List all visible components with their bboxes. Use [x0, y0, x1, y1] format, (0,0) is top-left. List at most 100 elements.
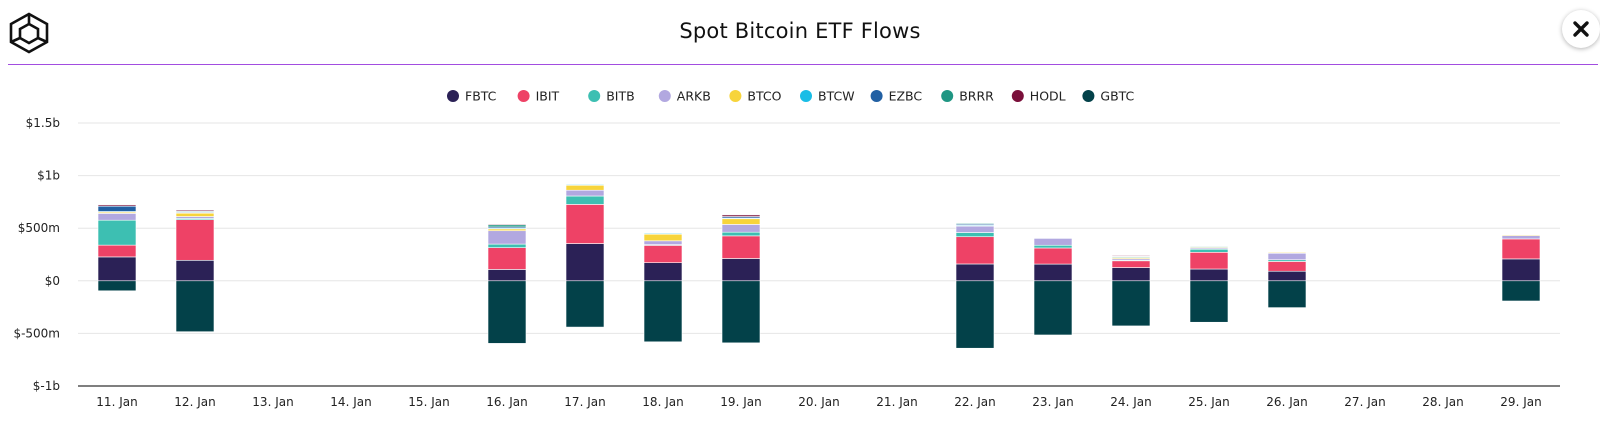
legend-item-arkb[interactable]: ARKB: [658, 89, 711, 104]
close-button[interactable]: [1562, 10, 1600, 48]
legend-item-bitb[interactable]: BITB: [588, 89, 635, 104]
legend-item-brrr[interactable]: BRRR: [941, 89, 994, 104]
x-tick-label: 25. Jan: [1188, 395, 1229, 409]
bar-gbtc-11[interactable]: [955, 280, 995, 349]
x-tick-label: 18. Jan: [642, 395, 683, 409]
bar-fbtc-14[interactable]: [1189, 268, 1229, 282]
bar-btco-8[interactable]: [721, 218, 761, 225]
legend-label: EZBC: [889, 89, 923, 104]
bar-fbtc-11[interactable]: [955, 263, 995, 282]
bar-bitb-12[interactable]: [1033, 244, 1073, 249]
bar-bitb-11[interactable]: [955, 232, 995, 238]
bar-arkb-12[interactable]: [1033, 238, 1073, 246]
close-icon: [1573, 21, 1589, 37]
x-tick-label: 12. Jan: [174, 395, 215, 409]
bar-gbtc-6[interactable]: [565, 280, 605, 328]
bar-ibit-0[interactable]: [97, 244, 137, 258]
bar-fbtc-7[interactable]: [643, 262, 683, 282]
x-tick-label: 23. Jan: [1032, 395, 1073, 409]
legend-item-hodl[interactable]: HODL: [1011, 89, 1066, 104]
bar-bitb-5[interactable]: [487, 243, 527, 248]
bar-fbtc-6[interactable]: [565, 243, 605, 282]
x-tick-label: 19. Jan: [720, 395, 761, 409]
bar-fbtc-0[interactable]: [97, 256, 137, 282]
bar-brrr-14[interactable]: [1189, 246, 1229, 248]
bar-gbtc-7[interactable]: [643, 280, 683, 343]
bar-arkb-15[interactable]: [1267, 252, 1307, 261]
page-title: Spot Bitcoin ETF Flows: [679, 19, 921, 43]
bar-gbtc-14[interactable]: [1189, 280, 1229, 323]
bar-hodl-5[interactable]: [487, 223, 527, 226]
bar-ibit-1[interactable]: [175, 219, 215, 261]
bar-ibit-14[interactable]: [1189, 251, 1229, 270]
bar-ibit-11[interactable]: [955, 236, 995, 265]
bar-arkb-6[interactable]: [565, 189, 605, 197]
bar-bitb-8[interactable]: [721, 231, 761, 237]
bar-fbtc-12[interactable]: [1033, 263, 1073, 282]
bar-gbtc-15[interactable]: [1267, 280, 1307, 308]
bar-btcw-7[interactable]: [643, 233, 683, 235]
bar-arkb-11[interactable]: [955, 225, 995, 233]
legend-item-gbtc[interactable]: GBTC: [1082, 89, 1135, 104]
bar-hodl-8[interactable]: [721, 214, 761, 217]
legend: FBTC IBIT BITB ARKB BTCO BTCW EZBC BRRR HODL GBTC: [447, 89, 1135, 104]
y-tick-label: $1b: [37, 169, 60, 183]
bar-gbtc-18[interactable]: [1501, 280, 1541, 302]
bar-bitb-6[interactable]: [565, 195, 605, 205]
bar-bitb-14[interactable]: [1189, 248, 1229, 253]
x-tick-label: 28. Jan: [1422, 395, 1463, 409]
bar-brrr-11[interactable]: [955, 223, 995, 225]
x-tick-label: 22. Jan: [954, 395, 995, 409]
bar-btco-15[interactable]: [1267, 252, 1307, 254]
legend-marker: [1011, 90, 1024, 102]
bar-gbtc-8[interactable]: [721, 280, 761, 344]
bar-ibit-6[interactable]: [565, 204, 605, 244]
x-tick-label: 16. Jan: [486, 395, 527, 409]
bar-btco-18[interactable]: [1501, 234, 1541, 236]
x-tick-label: 24. Jan: [1110, 395, 1151, 409]
bar-fbtc-15[interactable]: [1267, 270, 1307, 282]
bar-ibit-12[interactable]: [1033, 247, 1073, 265]
bar-gbtc-12[interactable]: [1033, 280, 1073, 336]
bar-ibit-15[interactable]: [1267, 261, 1307, 272]
bar-hodl-1[interactable]: [175, 209, 215, 212]
legend-item-ibit[interactable]: IBIT: [517, 89, 560, 104]
bar-ibit-18[interactable]: [1501, 238, 1541, 260]
bar-fbtc-8[interactable]: [721, 258, 761, 282]
bar-ibit-13[interactable]: [1111, 260, 1151, 268]
bar-ibit-8[interactable]: [721, 235, 761, 259]
bar-fbtc-1[interactable]: [175, 259, 215, 282]
legend-item-btco[interactable]: BTCO: [729, 89, 782, 104]
legend-item-btcw[interactable]: BTCW: [800, 89, 855, 104]
bar-arkb-7[interactable]: [643, 240, 683, 245]
legend-label: BTCO: [747, 89, 781, 104]
bar-fbtc-5[interactable]: [487, 269, 527, 282]
bar-ezbc-0[interactable]: [97, 205, 137, 212]
bar-fbtc-13[interactable]: [1111, 267, 1151, 282]
bar-hodl-0[interactable]: [97, 204, 137, 207]
y-tick-label: $500m: [18, 221, 60, 235]
x-tick-label: 14. Jan: [330, 395, 371, 409]
bar-gbtc-5[interactable]: [487, 280, 527, 344]
bar-btco-7[interactable]: [643, 233, 683, 242]
bar-btcw-6[interactable]: [565, 184, 605, 186]
bar-ibit-5[interactable]: [487, 247, 527, 270]
y-tick-label: $1.5b: [26, 116, 60, 130]
legend-label: BTCW: [818, 89, 855, 104]
bar-gbtc-13[interactable]: [1111, 280, 1151, 327]
bar-arkb-0[interactable]: [97, 213, 137, 221]
legend-marker: [588, 90, 601, 102]
legend-item-fbtc[interactable]: FBTC: [447, 89, 497, 104]
bar-bitb-0[interactable]: [97, 219, 137, 246]
bar-gbtc-0[interactable]: [97, 280, 137, 292]
bar-arkb-8[interactable]: [721, 224, 761, 233]
bar-ibit-7[interactable]: [643, 245, 683, 264]
x-tick-label: 29. Jan: [1500, 395, 1541, 409]
bar-arkb-5[interactable]: [487, 230, 527, 245]
bar-hodl-13[interactable]: [1111, 255, 1151, 257]
bar-fbtc-18[interactable]: [1501, 258, 1541, 282]
legend-item-ezbc[interactable]: EZBC: [870, 89, 923, 104]
bar-gbtc-1[interactable]: [175, 280, 215, 333]
legend-label: BRRR: [959, 89, 994, 104]
